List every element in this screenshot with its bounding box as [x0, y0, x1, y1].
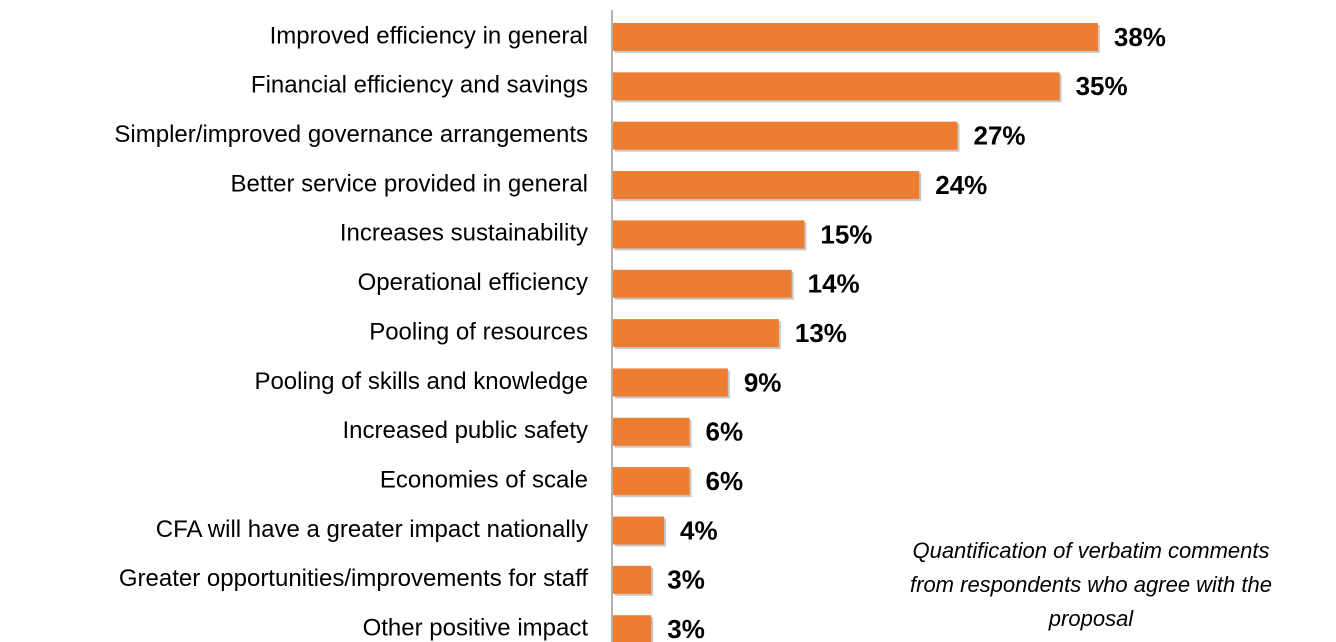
value-label: 3% [667, 565, 705, 595]
value-label: 35% [1076, 71, 1128, 101]
value-label: 9% [744, 367, 782, 397]
value-label: 24% [935, 170, 987, 200]
category-label: Economies of scale [380, 466, 588, 493]
bar [613, 23, 1098, 51]
bar [613, 171, 920, 200]
value-label: 15% [820, 219, 872, 249]
value-label: 3% [667, 614, 705, 642]
bar [613, 220, 805, 249]
bar [613, 565, 652, 594]
bar [613, 319, 779, 348]
value-label: 4% [680, 515, 718, 545]
category-label: Other positive impact [363, 615, 589, 642]
category-label: Better service provided in general [230, 170, 588, 197]
category-label: Simpler/improved governance arrangements [114, 121, 588, 148]
bar [613, 516, 665, 545]
bar [613, 467, 690, 496]
category-label: Pooling of resources [369, 318, 588, 345]
category-label: CFA will have a greater impact nationall… [156, 516, 588, 543]
category-label: Financial efficiency and savings [251, 72, 588, 99]
category-label: Improved efficiency in general [270, 22, 588, 49]
bar [613, 72, 1060, 101]
value-label: 27% [974, 121, 1026, 151]
category-label: Pooling of skills and knowledge [254, 368, 588, 395]
category-label: Increased public safety [343, 417, 588, 444]
value-label: 6% [706, 417, 744, 447]
bar [613, 368, 728, 397]
category-label: Greater opportunities/improvements for s… [119, 565, 588, 592]
annotation: proposal [1048, 606, 1135, 631]
category-label: Operational efficiency [358, 269, 588, 296]
annotation: from respondents who agree with the [910, 572, 1272, 597]
category-label: Increases sustainability [340, 220, 588, 247]
value-label: 38% [1114, 22, 1166, 52]
value-label: 14% [808, 269, 860, 299]
value-label: 6% [706, 466, 744, 496]
value-label: 13% [795, 318, 847, 348]
bar [613, 615, 652, 642]
annotation: Quantification of verbatim comments [912, 538, 1269, 563]
bar [613, 269, 792, 298]
bar [613, 417, 690, 446]
bar [613, 121, 958, 150]
